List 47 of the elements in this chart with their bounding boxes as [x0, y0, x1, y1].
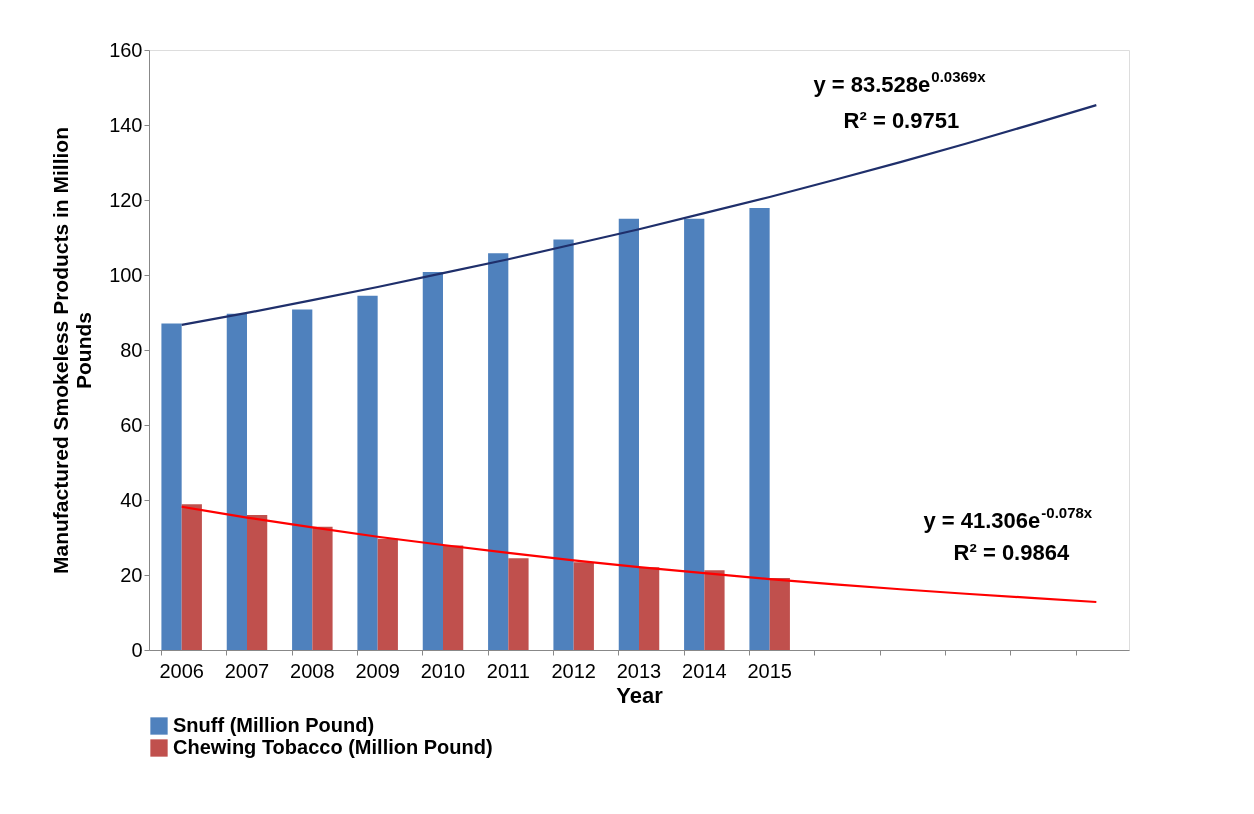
x-tick-label: 2014	[682, 659, 727, 682]
bar	[488, 253, 509, 650]
bar	[161, 323, 182, 650]
bar	[292, 309, 313, 650]
line-series	[180, 104, 1098, 326]
y-tick-label: 80	[120, 338, 143, 361]
x-tick-label: 2008	[290, 659, 335, 682]
bar	[704, 570, 725, 650]
annotation: R² = 0.9864	[953, 540, 1070, 565]
x-tick-label: 2011	[486, 659, 530, 682]
annotation: R² = 0.9751	[843, 108, 960, 133]
y-tick-label: 60	[120, 413, 143, 436]
bar	[639, 567, 660, 650]
y-tick-label: 100	[109, 263, 143, 286]
x-axis-title: Year	[616, 682, 664, 708]
x-tick-label: 2015	[747, 659, 792, 682]
line-series	[180, 505, 1098, 604]
y-tick-label: 40	[120, 488, 143, 511]
bar	[573, 562, 594, 650]
bar	[422, 272, 443, 650]
bar	[377, 538, 398, 650]
x-tick-label: 2009	[355, 659, 400, 682]
y-tick-label: 140	[109, 113, 143, 136]
y-axis-title: Manufactured Smokeless Products in Million Pounds	[49, 127, 96, 574]
legend-label: Snuff (Million Pound)	[173, 714, 375, 736]
bar	[443, 545, 464, 650]
bar	[508, 558, 529, 650]
bar	[181, 504, 202, 650]
bar	[226, 313, 247, 650]
x-tick-label: 2007	[224, 659, 270, 682]
legend-label: Chewing Tobacco (Million Pound)	[173, 736, 493, 758]
bar	[749, 207, 770, 650]
x-tick-label: 2012	[551, 659, 596, 682]
bar	[553, 239, 574, 650]
y-tick-label: 0	[131, 638, 143, 661]
y-tick-label: 160	[109, 38, 143, 61]
y-tick-label: 120	[109, 188, 143, 211]
bar	[618, 218, 639, 650]
bar	[247, 515, 268, 650]
bar	[684, 218, 705, 650]
x-tick-label: 2010	[420, 659, 466, 682]
x-tick-label: 2013	[616, 659, 662, 682]
x-tick-label: 2006	[159, 659, 204, 682]
bar	[312, 526, 333, 650]
bar	[769, 578, 790, 650]
y-tick-label: 20	[120, 563, 143, 586]
bar	[357, 295, 378, 650]
